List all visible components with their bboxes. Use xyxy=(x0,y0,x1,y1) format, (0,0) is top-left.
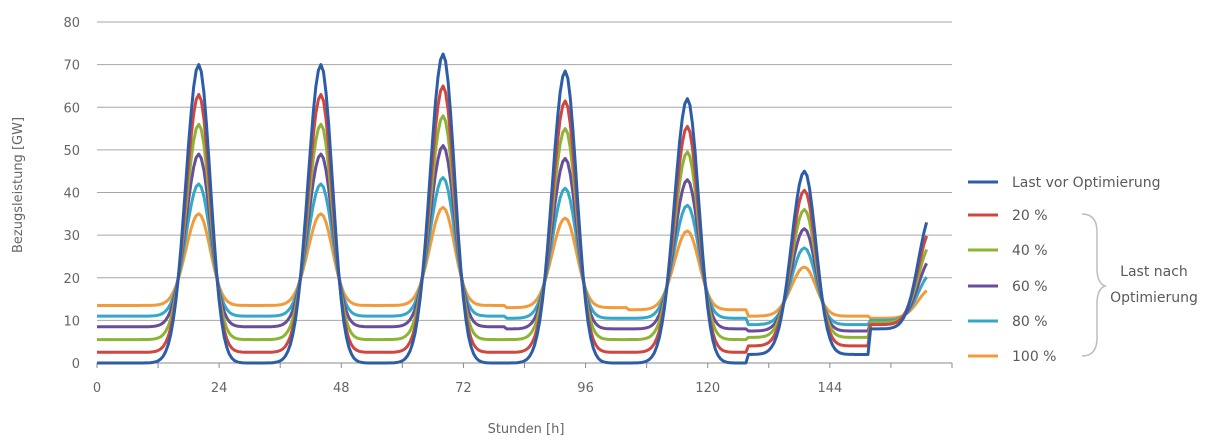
y-tick-label: 0 xyxy=(72,357,80,372)
series-line xyxy=(97,54,927,363)
y-tick-label: 40 xyxy=(63,187,80,202)
y-tick-label: 60 xyxy=(63,101,80,116)
y-tick-label: 10 xyxy=(63,314,80,329)
legend-entry: 40 % xyxy=(1012,243,1048,259)
y-axis-ticks: 0 10 20 30 40 50 60 70 80 xyxy=(63,16,80,372)
x-tick-label: 48 xyxy=(333,381,350,396)
x-tick-label: 0 xyxy=(93,381,101,396)
y-tick-label: 80 xyxy=(63,16,80,31)
legend-bracket-shape xyxy=(1082,214,1105,356)
x-axis: 0 24 48 72 96 120 144 xyxy=(93,363,952,396)
legend-entry: 20 % xyxy=(1012,208,1048,224)
legend-entry: 100 % xyxy=(1012,349,1056,365)
legend-entry: 80 % xyxy=(1012,314,1048,330)
x-tick-label: 72 xyxy=(455,381,472,396)
bracket-label-line-2: Optimierung xyxy=(1110,290,1198,306)
series-lines xyxy=(97,54,927,363)
y-tick-label: 30 xyxy=(63,229,80,244)
x-axis-label: Stunden [h] xyxy=(488,422,565,437)
y-tick-label: 50 xyxy=(63,144,80,159)
x-tick-label: 24 xyxy=(211,381,228,396)
x-tick-label: 144 xyxy=(817,381,842,396)
y-tick-label: 70 xyxy=(63,59,80,74)
x-tick-label: 96 xyxy=(577,381,594,396)
legend-bracket: Last nach Optimierung xyxy=(1082,214,1198,356)
bracket-label-line-1: Last nach xyxy=(1120,264,1188,280)
legend-entry: 60 % xyxy=(1012,279,1048,295)
legend-entry: Last vor Optimierung xyxy=(1012,175,1160,191)
y-axis-label: Bezugsleistung [GW] xyxy=(11,117,26,253)
x-tick-label: 120 xyxy=(695,381,720,396)
y-tick-label: 20 xyxy=(63,272,80,287)
